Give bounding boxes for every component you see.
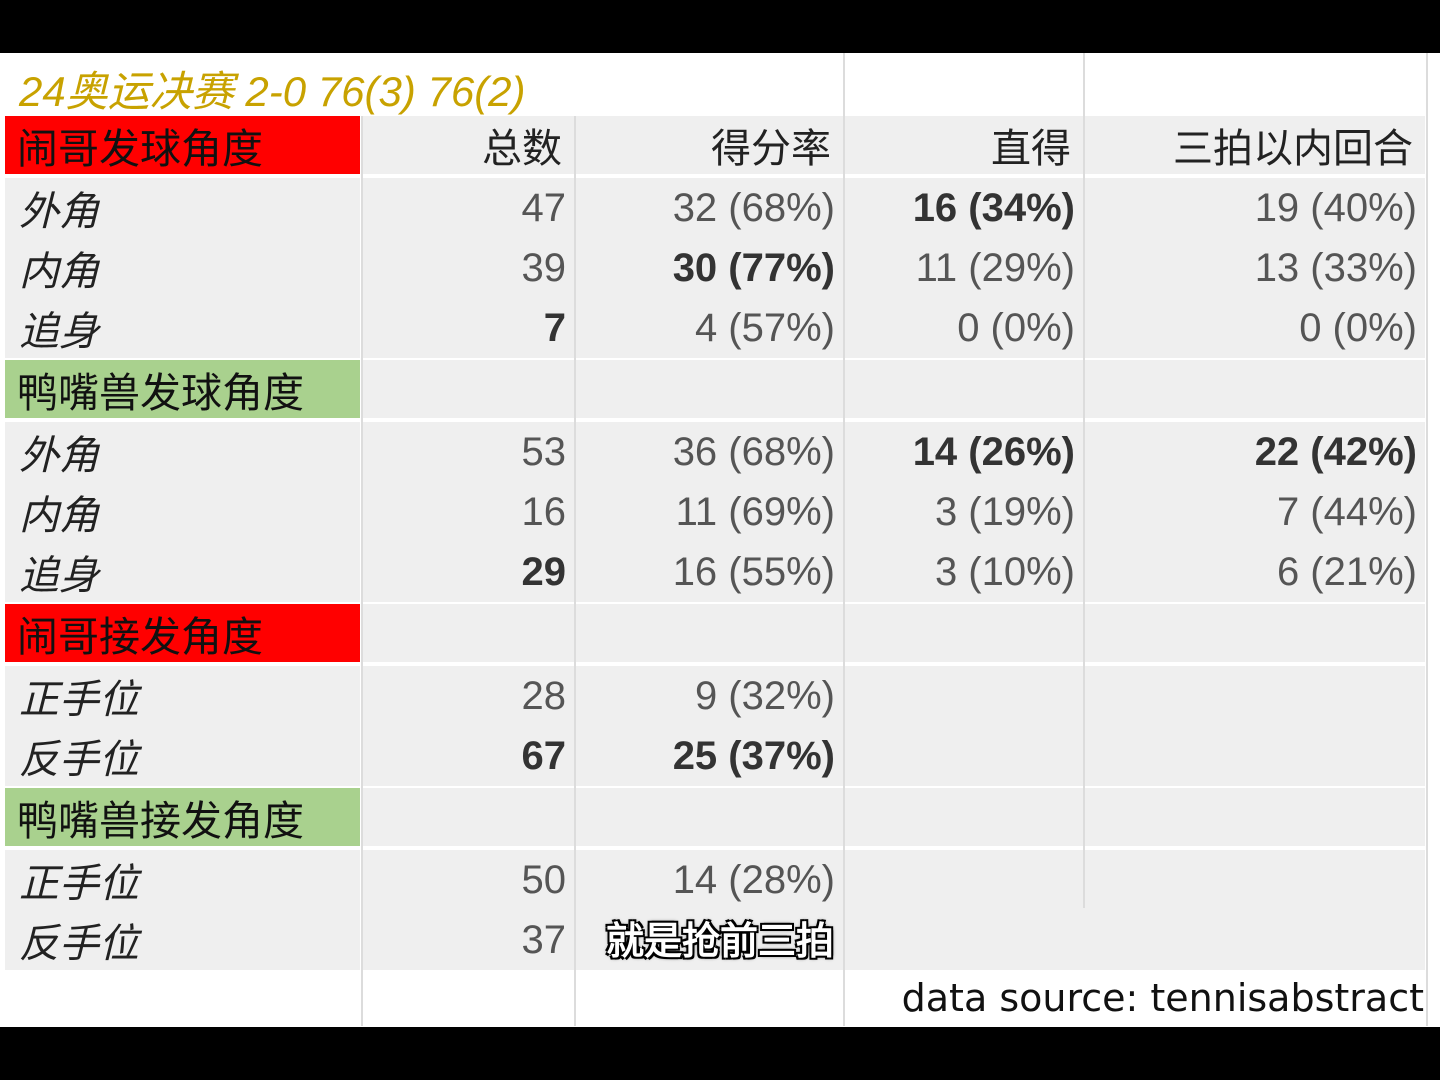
- cell-three-shot: 22 (42%): [1085, 422, 1425, 482]
- cell-direct: 14 (26%): [845, 422, 1083, 482]
- grid-line: [843, 53, 845, 1026]
- section-header-empty-cell: [845, 360, 1083, 418]
- cell-empty: [845, 726, 1425, 786]
- section-header-empty-cell: [576, 604, 843, 662]
- cell-total: 67: [362, 726, 574, 786]
- row-label: 外角: [5, 422, 360, 482]
- grid-line: [1426, 53, 1428, 1026]
- cell-win-rate: 14 (28%): [576, 850, 843, 910]
- row-label: 外角: [5, 178, 360, 238]
- section-header-empty-cell: [362, 788, 574, 846]
- sheet-title: 24奥运决赛 2-0 76(3) 76(2): [19, 67, 526, 115]
- cell-total: 16: [362, 482, 574, 542]
- grid-line: [361, 116, 363, 1026]
- cell-win-rate: 30 (77%): [576, 238, 843, 298]
- cell-direct: 3 (19%): [845, 482, 1083, 542]
- section-header-empty-cell: [845, 604, 1083, 662]
- cell-win-rate: 4 (57%): [576, 298, 843, 358]
- cell-win-rate: [576, 910, 843, 970]
- cell-three-shot: 7 (44%): [1085, 482, 1425, 542]
- section-header-empty-cell: [845, 788, 1083, 846]
- grid-line: [574, 116, 576, 1026]
- section-header-empty-cell: [1085, 604, 1425, 662]
- section-header-empty-cell: [1085, 788, 1425, 846]
- cell-three-shot: 13 (33%): [1085, 238, 1425, 298]
- cell-win-rate: 25 (37%): [576, 726, 843, 786]
- col-header-three-shot: 三拍以内回合: [1085, 116, 1425, 174]
- cell-three-shot: 0 (0%): [1085, 298, 1425, 358]
- title-row-empty-cell: [1085, 58, 1425, 118]
- grid-line: [1083, 53, 1085, 908]
- row-label: 反手位: [5, 910, 360, 970]
- col-header-total: 总数: [362, 116, 574, 174]
- cell-total: 7: [362, 298, 574, 358]
- cell-total: 39: [362, 238, 574, 298]
- cell-direct: 16 (34%): [845, 178, 1083, 238]
- cell-total: 37: [362, 910, 574, 970]
- section-header-empty-cell: [576, 788, 843, 846]
- cell-total: 53: [362, 422, 574, 482]
- cell-empty: [845, 666, 1425, 726]
- cell-total: 50: [362, 850, 574, 910]
- cell-total: 47: [362, 178, 574, 238]
- video-subtitle: 就是抢前三拍: [605, 918, 834, 963]
- section-header-empty-cell: [362, 360, 574, 418]
- row-label: 正手位: [5, 850, 360, 910]
- cell-win-rate: 9 (32%): [576, 666, 843, 726]
- cell-win-rate: 11 (69%): [576, 482, 843, 542]
- cell-three-shot: 19 (40%): [1085, 178, 1425, 238]
- row-label: 追身: [5, 298, 360, 358]
- row-label: 正手位: [5, 666, 360, 726]
- data-source-note: data source: tennisabstract: [901, 975, 1424, 1020]
- col-header-win-rate: 得分率: [576, 116, 843, 174]
- section-header-2: 鸭嘴兽发球角度: [5, 360, 360, 418]
- row-label: 追身: [5, 542, 360, 602]
- cell-win-rate: 32 (68%): [576, 178, 843, 238]
- cell-empty: [845, 850, 1425, 910]
- section-header-4: 鸭嘴兽接发角度: [5, 788, 360, 846]
- col-header-direct: 直得: [845, 116, 1083, 174]
- row-label: 内角: [5, 238, 360, 298]
- cell-win-rate: 36 (68%): [576, 422, 843, 482]
- title-row-empty-cell: [845, 58, 1083, 118]
- cell-three-shot: 6 (21%): [1085, 542, 1425, 602]
- cell-win-rate: 16 (55%): [576, 542, 843, 602]
- footer-empty-cell: [5, 970, 360, 1025]
- cell-total: 28: [362, 666, 574, 726]
- section-header-empty-cell: [1085, 360, 1425, 418]
- cell-direct: 11 (29%): [845, 238, 1083, 298]
- section-header-1: 闹哥发球角度: [5, 116, 360, 174]
- section-header-3: 闹哥接发角度: [5, 604, 360, 662]
- cell-direct: 0 (0%): [845, 298, 1083, 358]
- row-label: 反手位: [5, 726, 360, 786]
- cell-total: 29: [362, 542, 574, 602]
- cell-direct: 3 (10%): [845, 542, 1083, 602]
- spreadsheet: 24奥运决赛 2-0 76(3) 76(2) 闹哥发球角度 总数 得分率 直得 …: [0, 53, 1440, 1027]
- cell-empty: [845, 910, 1425, 970]
- row-label: 内角: [5, 482, 360, 542]
- section-header-empty-cell: [576, 360, 843, 418]
- section-header-empty-cell: [362, 604, 574, 662]
